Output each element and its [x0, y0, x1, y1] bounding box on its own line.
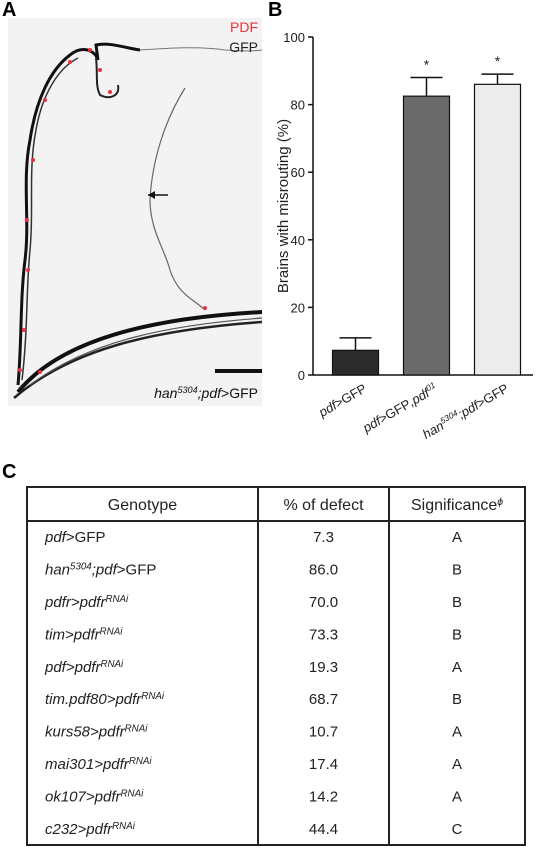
text-segment: tim>pdfr — [45, 626, 101, 643]
table-header: Significanceϕ — [411, 497, 503, 515]
text-segment: han — [45, 562, 70, 579]
text-segment: c232>pdfr — [45, 821, 113, 838]
table-cell: 7.3 — [313, 529, 334, 546]
table-cell: A — [452, 724, 462, 741]
significance-mark: * — [424, 57, 430, 73]
table-cell: B — [452, 691, 462, 708]
text-segment: ok107>pdfr — [45, 788, 121, 805]
table-cell: A — [452, 756, 462, 773]
text-segment: RNAi — [141, 691, 165, 702]
y-tick-label: 100 — [283, 30, 305, 45]
text-segment: mai301>pdfr — [45, 756, 130, 773]
text-segment: ;pdf — [92, 562, 119, 579]
significance-mark: * — [495, 53, 501, 69]
text-segment: tim.pdf80>pdfr — [45, 691, 142, 708]
table-cell: C — [452, 821, 463, 838]
text-segment: RNAi — [112, 820, 136, 831]
bar — [331, 349, 380, 376]
x-tick-label: pdf>GFP — [315, 381, 369, 421]
table-cell: B — [452, 562, 462, 579]
text-segment: Genotype — [108, 497, 177, 514]
table-header: Genotype — [108, 497, 177, 514]
table-cell: 10.7 — [309, 724, 338, 741]
text-segment: kurs58>pdfr — [45, 724, 126, 741]
y-tick-label: 0 — [298, 368, 305, 383]
text-segment: RNAi — [100, 658, 124, 669]
y-tick-label: 40 — [291, 233, 305, 248]
text-segment: ;pdf — [198, 385, 223, 401]
table-cell: 19.3 — [309, 659, 338, 676]
genotype-cell: pdf>GFP — [44, 529, 105, 546]
genotype-cell: mai301>pdfrRNAi — [45, 756, 152, 774]
bar — [402, 95, 451, 376]
table-cell: A — [452, 529, 462, 546]
text-segment: >GFP — [66, 529, 106, 546]
table-border — [26, 486, 526, 846]
genotype-cell: han5304;pdf>GFP — [45, 561, 156, 579]
genotype-cell: pdfr>pdfrRNAi — [44, 594, 129, 612]
text-segment: % of defect — [283, 497, 364, 514]
panel-label: C — [2, 461, 16, 483]
table-cell: 70.0 — [309, 594, 338, 611]
bar — [473, 83, 522, 376]
legend-entry: GFP — [229, 39, 258, 55]
table-cell: 73.3 — [309, 626, 338, 643]
text-segment: RNAi — [120, 788, 144, 799]
table-cell: B — [452, 594, 462, 611]
text-segment: pdfr>pdfr — [44, 594, 106, 611]
text-segment: >GFP — [117, 562, 157, 579]
text-segment: Significance — [411, 497, 497, 514]
y-tick-label: 60 — [291, 165, 305, 180]
genotype-cell: tim.pdf80>pdfrRNAi — [45, 691, 165, 709]
text-segment: 01 — [424, 380, 437, 393]
text-segment: >GFP — [474, 381, 511, 411]
table-cell: 68.7 — [309, 691, 338, 708]
table-cell: A — [452, 659, 462, 676]
y-tick-label: 20 — [291, 300, 305, 315]
y-axis-label: Brains with misrouting (%) — [275, 119, 292, 293]
text-segment: pdf>pdfr — [44, 659, 101, 676]
text-segment: >GFP — [221, 385, 258, 401]
genotype-cell: c232>pdfrRNAi — [45, 820, 136, 838]
table-cell: A — [452, 788, 462, 805]
table-cell: 17.4 — [309, 756, 338, 773]
text-segment: 5304 — [70, 561, 92, 572]
y-tick-label: 80 — [291, 98, 305, 113]
table-header: % of defect — [283, 497, 364, 514]
text-segment: RNAi — [100, 626, 124, 637]
genotype-cell: tim>pdfrRNAi — [45, 626, 123, 644]
text-segment: ϕ — [497, 497, 503, 508]
text-segment: >GFP — [332, 381, 369, 411]
text-segment: RNAi — [125, 723, 149, 734]
genotype-cell: pdf>pdfrRNAi — [44, 658, 124, 676]
image-caption: han5304;pdf>GFP — [154, 385, 258, 401]
text-segment: RNAi — [105, 594, 129, 605]
panel-label: B — [268, 0, 282, 21]
micrograph — [8, 18, 263, 406]
text-segment: RNAi — [129, 756, 153, 767]
genotype-cell: ok107>pdfrRNAi — [45, 788, 144, 806]
text-segment: 5304 — [177, 385, 197, 395]
text-segment: han — [154, 385, 178, 401]
table-cell: 44.4 — [309, 821, 338, 838]
table-cell: B — [452, 626, 462, 643]
legend-entry: PDF — [230, 19, 258, 35]
table-cell: 14.2 — [309, 788, 338, 805]
panel-label: A — [2, 0, 16, 21]
table-cell: 86.0 — [309, 562, 338, 579]
genotype-cell: kurs58>pdfrRNAi — [45, 723, 148, 741]
text-segment: pdf — [44, 529, 68, 546]
